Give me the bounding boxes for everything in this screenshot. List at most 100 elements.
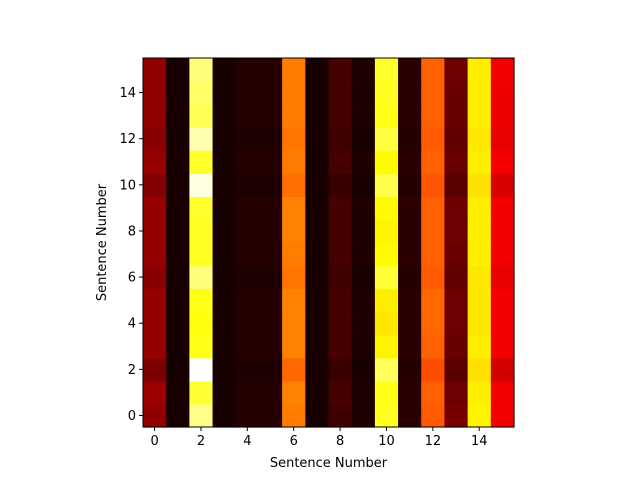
heatmap-cell bbox=[421, 196, 446, 221]
heatmap-cell bbox=[258, 357, 283, 382]
heatmap-cell bbox=[189, 196, 214, 221]
heatmap-cell bbox=[490, 58, 515, 82]
heatmap-cell bbox=[351, 173, 376, 197]
heatmap-cell bbox=[305, 334, 330, 359]
heatmap-cell bbox=[212, 104, 237, 128]
heatmap-cell bbox=[212, 380, 237, 405]
heatmap-cell bbox=[467, 288, 492, 313]
heatmap-cell bbox=[258, 288, 283, 313]
heatmap-cell bbox=[258, 334, 283, 359]
heatmap-cell bbox=[328, 265, 353, 290]
heatmap-cell bbox=[398, 380, 422, 405]
x-axis-label: Sentence Number bbox=[270, 456, 388, 471]
heatmap-cell bbox=[351, 150, 376, 174]
heatmap-cell bbox=[282, 173, 306, 197]
heatmap-cell bbox=[467, 219, 492, 244]
heatmap-cell bbox=[444, 311, 469, 336]
heatmap-cell bbox=[421, 311, 446, 336]
heatmap-cell bbox=[166, 311, 190, 336]
heatmap-cell bbox=[258, 104, 283, 128]
heatmap-cell bbox=[374, 150, 399, 174]
heatmap-cell bbox=[212, 242, 237, 267]
heatmap-cell bbox=[212, 265, 237, 290]
heatmap-cell bbox=[189, 127, 214, 151]
heatmap-cell bbox=[421, 242, 446, 267]
heatmap-cell bbox=[143, 242, 167, 267]
heatmap-cell bbox=[444, 357, 469, 382]
heatmap-cell bbox=[166, 81, 190, 105]
heatmap-cell bbox=[235, 403, 260, 428]
heatmap-cell bbox=[235, 242, 260, 267]
heatmap-cells bbox=[143, 58, 515, 428]
heatmap-cell bbox=[374, 196, 399, 221]
x-tick-label: 2 bbox=[197, 434, 205, 449]
heatmap-cell bbox=[258, 127, 283, 151]
heatmap-cell bbox=[305, 380, 330, 405]
y-tick-label: 8 bbox=[128, 224, 136, 239]
heatmap-cell bbox=[444, 403, 469, 428]
heatmap-cell bbox=[444, 288, 469, 313]
heatmap-cell bbox=[282, 242, 306, 267]
heatmap-cell bbox=[143, 196, 167, 221]
heatmap-cell bbox=[328, 127, 353, 151]
heatmap-cell bbox=[282, 104, 306, 128]
heatmap-cell bbox=[189, 380, 214, 405]
heatmap-cell bbox=[305, 150, 330, 174]
heatmap-cell bbox=[421, 403, 446, 428]
heatmap-cell bbox=[490, 196, 515, 221]
heatmap-cell bbox=[166, 58, 190, 82]
heatmap-cell bbox=[444, 380, 469, 405]
heatmap-cell bbox=[143, 173, 167, 197]
heatmap-cell bbox=[374, 58, 399, 82]
heatmap-cell bbox=[328, 104, 353, 128]
heatmap-cell bbox=[235, 265, 260, 290]
heatmap-cell bbox=[328, 334, 353, 359]
heatmap-cell bbox=[374, 173, 399, 197]
heatmap-cell bbox=[398, 242, 422, 267]
heatmap-cell bbox=[374, 265, 399, 290]
heatmap-cell bbox=[189, 265, 214, 290]
heatmap-cell bbox=[143, 288, 167, 313]
heatmap-cell bbox=[212, 357, 237, 382]
heatmap-cell bbox=[421, 357, 446, 382]
heatmap-cell bbox=[235, 311, 260, 336]
heatmap-cell bbox=[490, 380, 515, 405]
heatmap-cell bbox=[444, 173, 469, 197]
heatmap-cell bbox=[490, 242, 515, 267]
heatmap-cell bbox=[235, 127, 260, 151]
heatmap-cell bbox=[467, 127, 492, 151]
x-axis-ticks: 0 2 4 6 8 10 12 14 bbox=[150, 427, 487, 449]
heatmap-cell bbox=[351, 58, 376, 82]
heatmap-cell bbox=[189, 58, 214, 82]
heatmap-cell bbox=[374, 242, 399, 267]
heatmap-cell bbox=[282, 81, 306, 105]
heatmap-cell bbox=[166, 403, 190, 428]
heatmap-cell bbox=[143, 265, 167, 290]
heatmap-cell bbox=[444, 334, 469, 359]
heatmap-cell bbox=[421, 127, 446, 151]
heatmap-cell bbox=[282, 311, 306, 336]
heatmap-cell bbox=[282, 58, 306, 82]
heatmap-cell bbox=[444, 196, 469, 221]
heatmap-cell bbox=[467, 403, 492, 428]
heatmap-cell bbox=[189, 104, 214, 128]
heatmap-cell bbox=[305, 242, 330, 267]
heatmap-cell bbox=[374, 403, 399, 428]
heatmap-cell bbox=[421, 150, 446, 174]
heatmap-cell bbox=[328, 196, 353, 221]
heatmap-cell bbox=[282, 127, 306, 151]
heatmap-cell bbox=[398, 127, 422, 151]
heatmap-cell bbox=[166, 104, 190, 128]
heatmap-cell bbox=[305, 311, 330, 336]
heatmap-cell bbox=[235, 173, 260, 197]
heatmap-cell bbox=[143, 219, 167, 244]
heatmap-cell bbox=[189, 219, 214, 244]
heatmap-cell bbox=[398, 58, 422, 82]
heatmap-cell bbox=[305, 196, 330, 221]
heatmap-cell bbox=[305, 219, 330, 244]
heatmap-cell bbox=[166, 380, 190, 405]
heatmap-cell bbox=[258, 242, 283, 267]
heatmap-cell bbox=[305, 173, 330, 197]
heatmap-cell bbox=[189, 242, 214, 267]
